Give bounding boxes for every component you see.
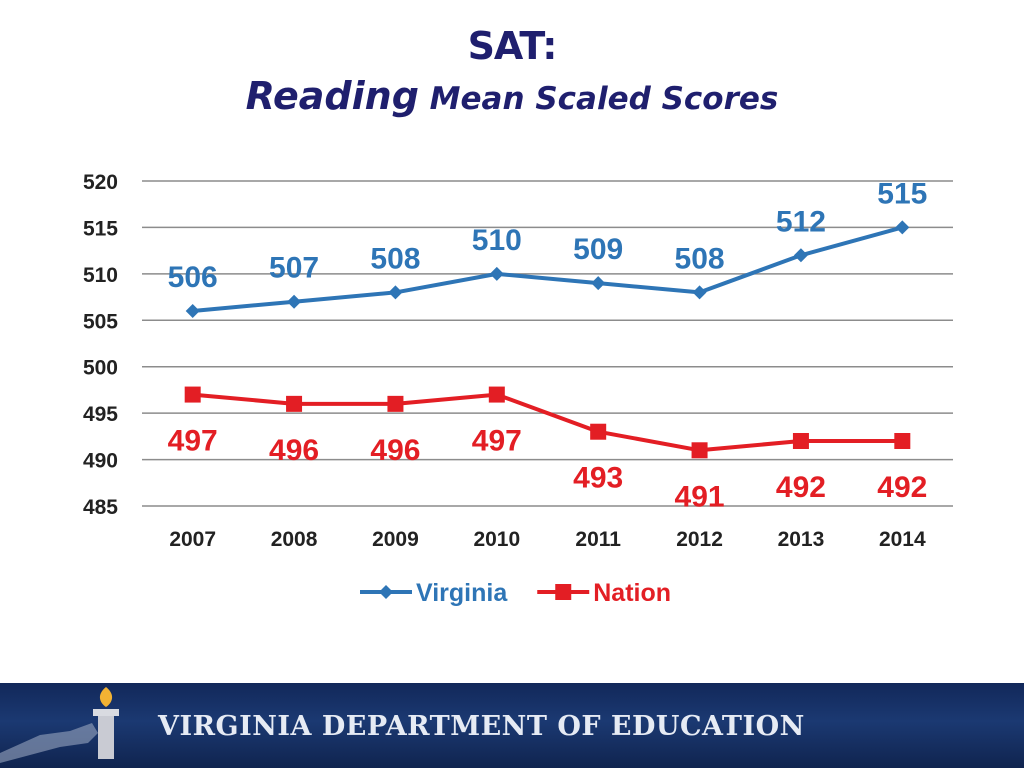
data-point-nation	[792, 433, 809, 449]
y-tick-label: 495	[83, 403, 118, 426]
data-label-nation: 491	[675, 480, 725, 513]
y-tick-label: 510	[83, 264, 118, 287]
line-chart: 485 490 495 500 505 510 515 520 2007 2008 2009 2010…	[83, 171, 953, 607]
y-tick-label: 515	[83, 217, 118, 240]
legend-marker-nation	[555, 584, 572, 600]
y-tick-label: 485	[83, 496, 118, 519]
data-point-virginia	[185, 304, 200, 318]
data-label-virginia: 508	[675, 242, 725, 275]
data-point-virginia	[692, 285, 707, 300]
data-label-virginia: 512	[776, 205, 826, 238]
y-tick-label: 505	[83, 310, 118, 333]
legend-label-nation: Nation	[593, 579, 671, 607]
data-point-virginia	[793, 248, 808, 263]
chart-title: SAT:	[467, 24, 558, 68]
series-line-virginia	[192, 225, 903, 313]
data-point-nation	[286, 395, 303, 412]
y-tick-label: 520	[83, 171, 118, 194]
subtitle-emphasis: Reading	[245, 74, 419, 118]
data-label-nation: 496	[269, 434, 319, 467]
series-line-nation	[192, 392, 903, 453]
data-point-nation	[488, 386, 505, 403]
y-tick-label: 490	[83, 450, 118, 473]
subtitle-rest: Mean Scaled Scores	[418, 81, 779, 117]
footer-text: VIRGINIA DEPARTMENT OF EDUCATION	[158, 711, 805, 742]
x-tick-label: 2007	[169, 528, 216, 551]
data-label-virginia: 515	[877, 177, 927, 210]
x-tick-label: 2009	[372, 528, 419, 551]
x-tick-label: 2012	[676, 528, 723, 551]
slide-title: SAT: Reading Mean Scaled Scores	[0, 22, 1024, 130]
data-point-virginia	[388, 285, 403, 300]
data-point-virginia	[895, 220, 910, 235]
data-point-nation	[184, 386, 201, 403]
data-point-nation	[691, 442, 708, 459]
legend-marker-virginia	[379, 585, 393, 599]
data-point-virginia	[489, 266, 504, 281]
footer-banner: VIRGINIA DEPARTMENT OF EDUCATION	[0, 683, 1024, 768]
data-point-nation	[894, 433, 911, 449]
data-label-virginia: 510	[472, 224, 522, 257]
data-label-virginia: 508	[370, 242, 420, 275]
data-label-nation: 492	[877, 471, 927, 504]
data-label-virginia: 509	[573, 233, 623, 266]
x-tick-label: 2008	[271, 528, 318, 551]
x-tick-label: 2013	[778, 528, 825, 551]
y-tick-label: 500	[83, 357, 118, 380]
data-label-nation: 497	[168, 425, 218, 458]
data-label-nation: 497	[472, 425, 522, 458]
x-tick-label: 2011	[575, 528, 621, 551]
legend-label-virginia: Virginia	[416, 579, 508, 607]
torch-logo	[0, 687, 119, 763]
data-label-nation: 492	[776, 471, 826, 504]
data-point-nation	[590, 423, 607, 440]
data-label-virginia: 506	[168, 261, 218, 294]
x-tick-label: 2014	[879, 528, 926, 551]
x-tick-label: 2010	[473, 528, 520, 551]
data-point-virginia	[591, 276, 606, 291]
data-point-nation	[387, 395, 404, 412]
data-label-nation: 496	[370, 434, 420, 467]
chart-subtitle: Reading Mean Scaled Scores	[0, 70, 1024, 130]
data-point-virginia	[287, 294, 302, 309]
data-label-virginia: 507	[269, 252, 319, 285]
data-label-nation: 493	[573, 462, 623, 495]
